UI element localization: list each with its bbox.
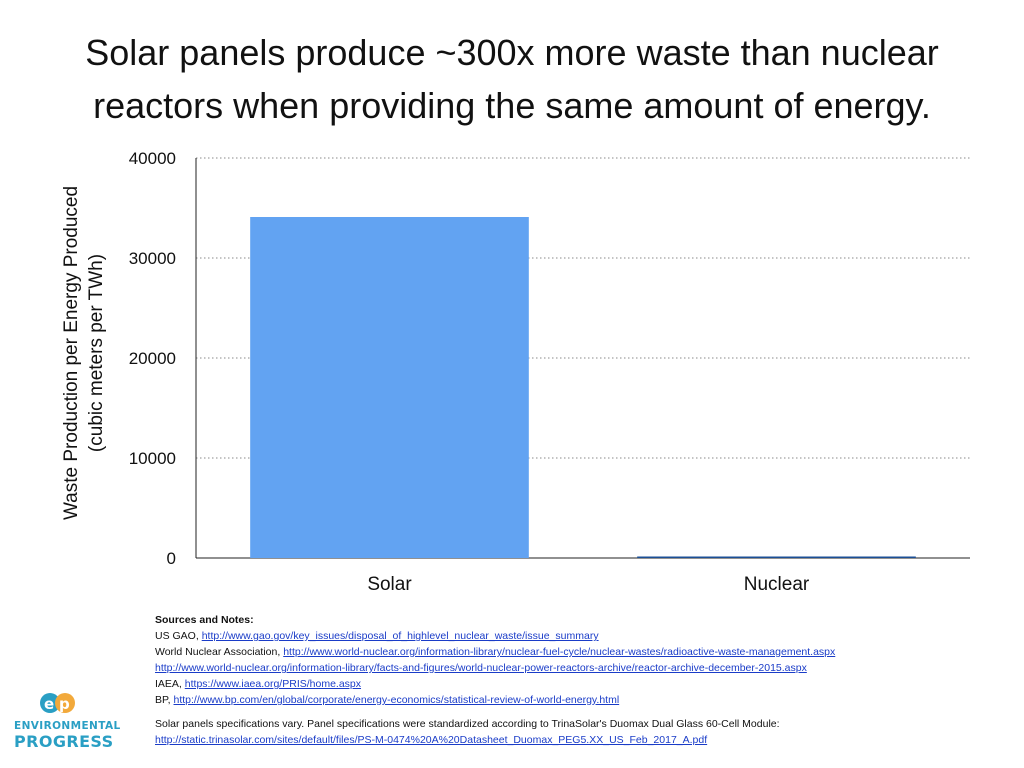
source-link[interactable]: http://www.bp.com/en/global/corporate/en… [173, 694, 620, 706]
y-tick-label: 30000 [129, 249, 176, 268]
y-tick-label: 40000 [129, 149, 176, 168]
source-line: http://www.world-nuclear.org/information… [155, 660, 835, 676]
chart-title: Solar panels produce ~300x more waste th… [40, 26, 984, 132]
bar-solar [250, 217, 529, 558]
source-label: World Nuclear Association, [155, 646, 284, 658]
source-link[interactable]: http://www.world-nuclear.org/information… [155, 662, 807, 674]
y-tick-label: 10000 [129, 449, 176, 468]
source-label: US GAO, [155, 630, 202, 642]
svg-text:p: p [59, 695, 70, 713]
sources-and-notes: Sources and Notes: US GAO, http://www.ga… [155, 612, 835, 748]
source-label: IAEA, [155, 678, 185, 690]
logo-text-line-2: PROGRESS [14, 732, 114, 751]
spacer [155, 708, 835, 716]
chart-title-line-2: reactors when providing the same amount … [93, 85, 931, 126]
spec-note: Solar panels specifications vary. Panel … [155, 718, 780, 730]
source-link[interactable]: http://www.gao.gov/key_issues/disposal_o… [201, 630, 599, 642]
sources-heading: Sources and Notes: [155, 614, 254, 626]
svg-text:e: e [44, 695, 54, 713]
x-category-label: Solar [367, 574, 412, 595]
x-category-label: Nuclear [744, 574, 810, 595]
environmental-progress-logo-icon: e p [40, 693, 75, 713]
environmental-progress-logo: e p ENVIRONMENTAL PROGRESS [14, 690, 121, 752]
source-link[interactable]: https://www.iaea.org/PRIS/home.aspx [184, 678, 362, 690]
source-line: BP, http://www.bp.com/en/global/corporat… [155, 692, 835, 708]
source-link[interactable]: http://www.world-nuclear.org/information… [283, 646, 836, 658]
chart-title-line-1: Solar panels produce ~300x more waste th… [85, 32, 939, 73]
source-label: BP, [155, 694, 174, 706]
bar-nuclear [637, 556, 916, 558]
spec-link[interactable]: http://static.trinasolar.com/sites/defau… [155, 734, 708, 746]
source-line: US GAO, http://www.gao.gov/key_issues/di… [155, 628, 835, 644]
y-tick-label: 20000 [129, 349, 176, 368]
logo-text-line-1: ENVIRONMENTAL [14, 720, 121, 732]
source-line: IAEA, https://www.iaea.org/PRIS/home.asp… [155, 676, 835, 692]
source-line: World Nuclear Association, http://www.wo… [155, 644, 835, 660]
y-tick-label: 0 [167, 549, 176, 568]
